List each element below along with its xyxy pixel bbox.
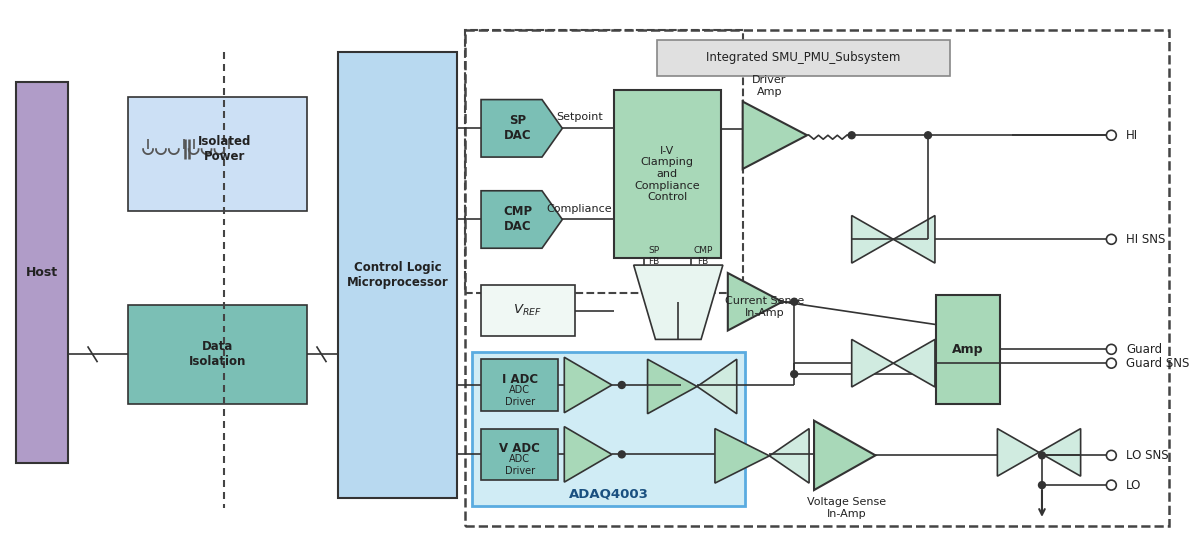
Polygon shape [742,102,807,169]
Text: LO SNS: LO SNS [1126,449,1169,462]
Text: Driver
Amp: Driver Amp [752,75,787,97]
Bar [472,352,745,506]
Circle shape [925,132,931,139]
Text: SP
FB: SP FB [648,247,659,266]
Text: ADC
Driver: ADC Driver [504,455,535,476]
Circle shape [1038,452,1045,459]
Bar [466,30,1169,526]
Text: V ADC: V ADC [499,442,540,455]
Bar [481,285,575,337]
Bar [481,359,558,411]
Polygon shape [814,421,876,490]
Text: Compliance: Compliance [546,204,612,214]
Circle shape [848,132,855,139]
Polygon shape [852,216,894,263]
Polygon shape [894,339,935,387]
Polygon shape [894,216,935,263]
Polygon shape [1039,429,1080,476]
Text: HI: HI [1126,129,1138,142]
Text: Control Logic
Microprocessor: Control Logic Microprocessor [346,261,449,289]
Polygon shape [481,99,562,157]
Polygon shape [997,429,1039,476]
Circle shape [1107,344,1116,354]
Text: LO: LO [1126,479,1142,491]
Text: I-V
Clamping
and
Compliance
Control: I-V Clamping and Compliance Control [634,145,700,202]
Text: Setpoint: Setpoint [556,113,603,122]
Text: ADAQ4003: ADAQ4003 [569,488,648,501]
Text: Amp: Amp [953,343,984,356]
Circle shape [1038,481,1045,489]
Polygon shape [728,273,782,330]
Polygon shape [852,339,894,387]
Text: I ADC: I ADC [502,373,538,385]
Bar [338,52,457,498]
Polygon shape [647,359,697,414]
Bar [936,295,1001,404]
Polygon shape [564,357,612,413]
Text: Guard SNS: Guard SNS [1126,357,1190,369]
Circle shape [790,371,798,378]
Circle shape [618,382,626,389]
Text: CMP
FB: CMP FB [693,247,712,266]
Text: Guard: Guard [1126,343,1162,356]
Polygon shape [481,191,562,248]
Polygon shape [715,429,770,483]
Text: CMP
DAC: CMP DAC [503,205,532,233]
Text: $V_{REF}$: $V_{REF}$ [514,303,543,318]
Polygon shape [564,427,612,482]
Circle shape [1107,234,1116,244]
Text: HI SNS: HI SNS [1126,233,1166,246]
Bar [658,40,950,76]
Polygon shape [697,359,736,414]
Circle shape [1107,480,1116,490]
Text: Data
Isolation: Data Isolation [189,340,247,368]
Bar [17,82,67,463]
Circle shape [1107,358,1116,368]
Text: ADC
Driver: ADC Driver [504,385,535,407]
Bar [466,30,742,293]
Text: Host: Host [26,266,58,278]
Polygon shape [634,265,723,339]
Bar [614,89,721,258]
Text: Isolated
Power: Isolated Power [197,135,251,163]
Circle shape [790,298,798,305]
Bar [129,97,307,211]
Circle shape [1107,130,1116,140]
Bar [129,305,307,404]
Text: Voltage Sense
In-Amp: Voltage Sense In-Amp [807,497,887,519]
Bar [481,429,558,480]
Text: Integrated SMU_PMU_Subsystem: Integrated SMU_PMU_Subsystem [706,52,900,64]
Text: Current Sense
In-Amp: Current Sense In-Amp [725,296,804,318]
Polygon shape [770,429,810,483]
Text: SP
DAC: SP DAC [504,114,532,142]
Circle shape [618,451,626,458]
Circle shape [1107,450,1116,460]
